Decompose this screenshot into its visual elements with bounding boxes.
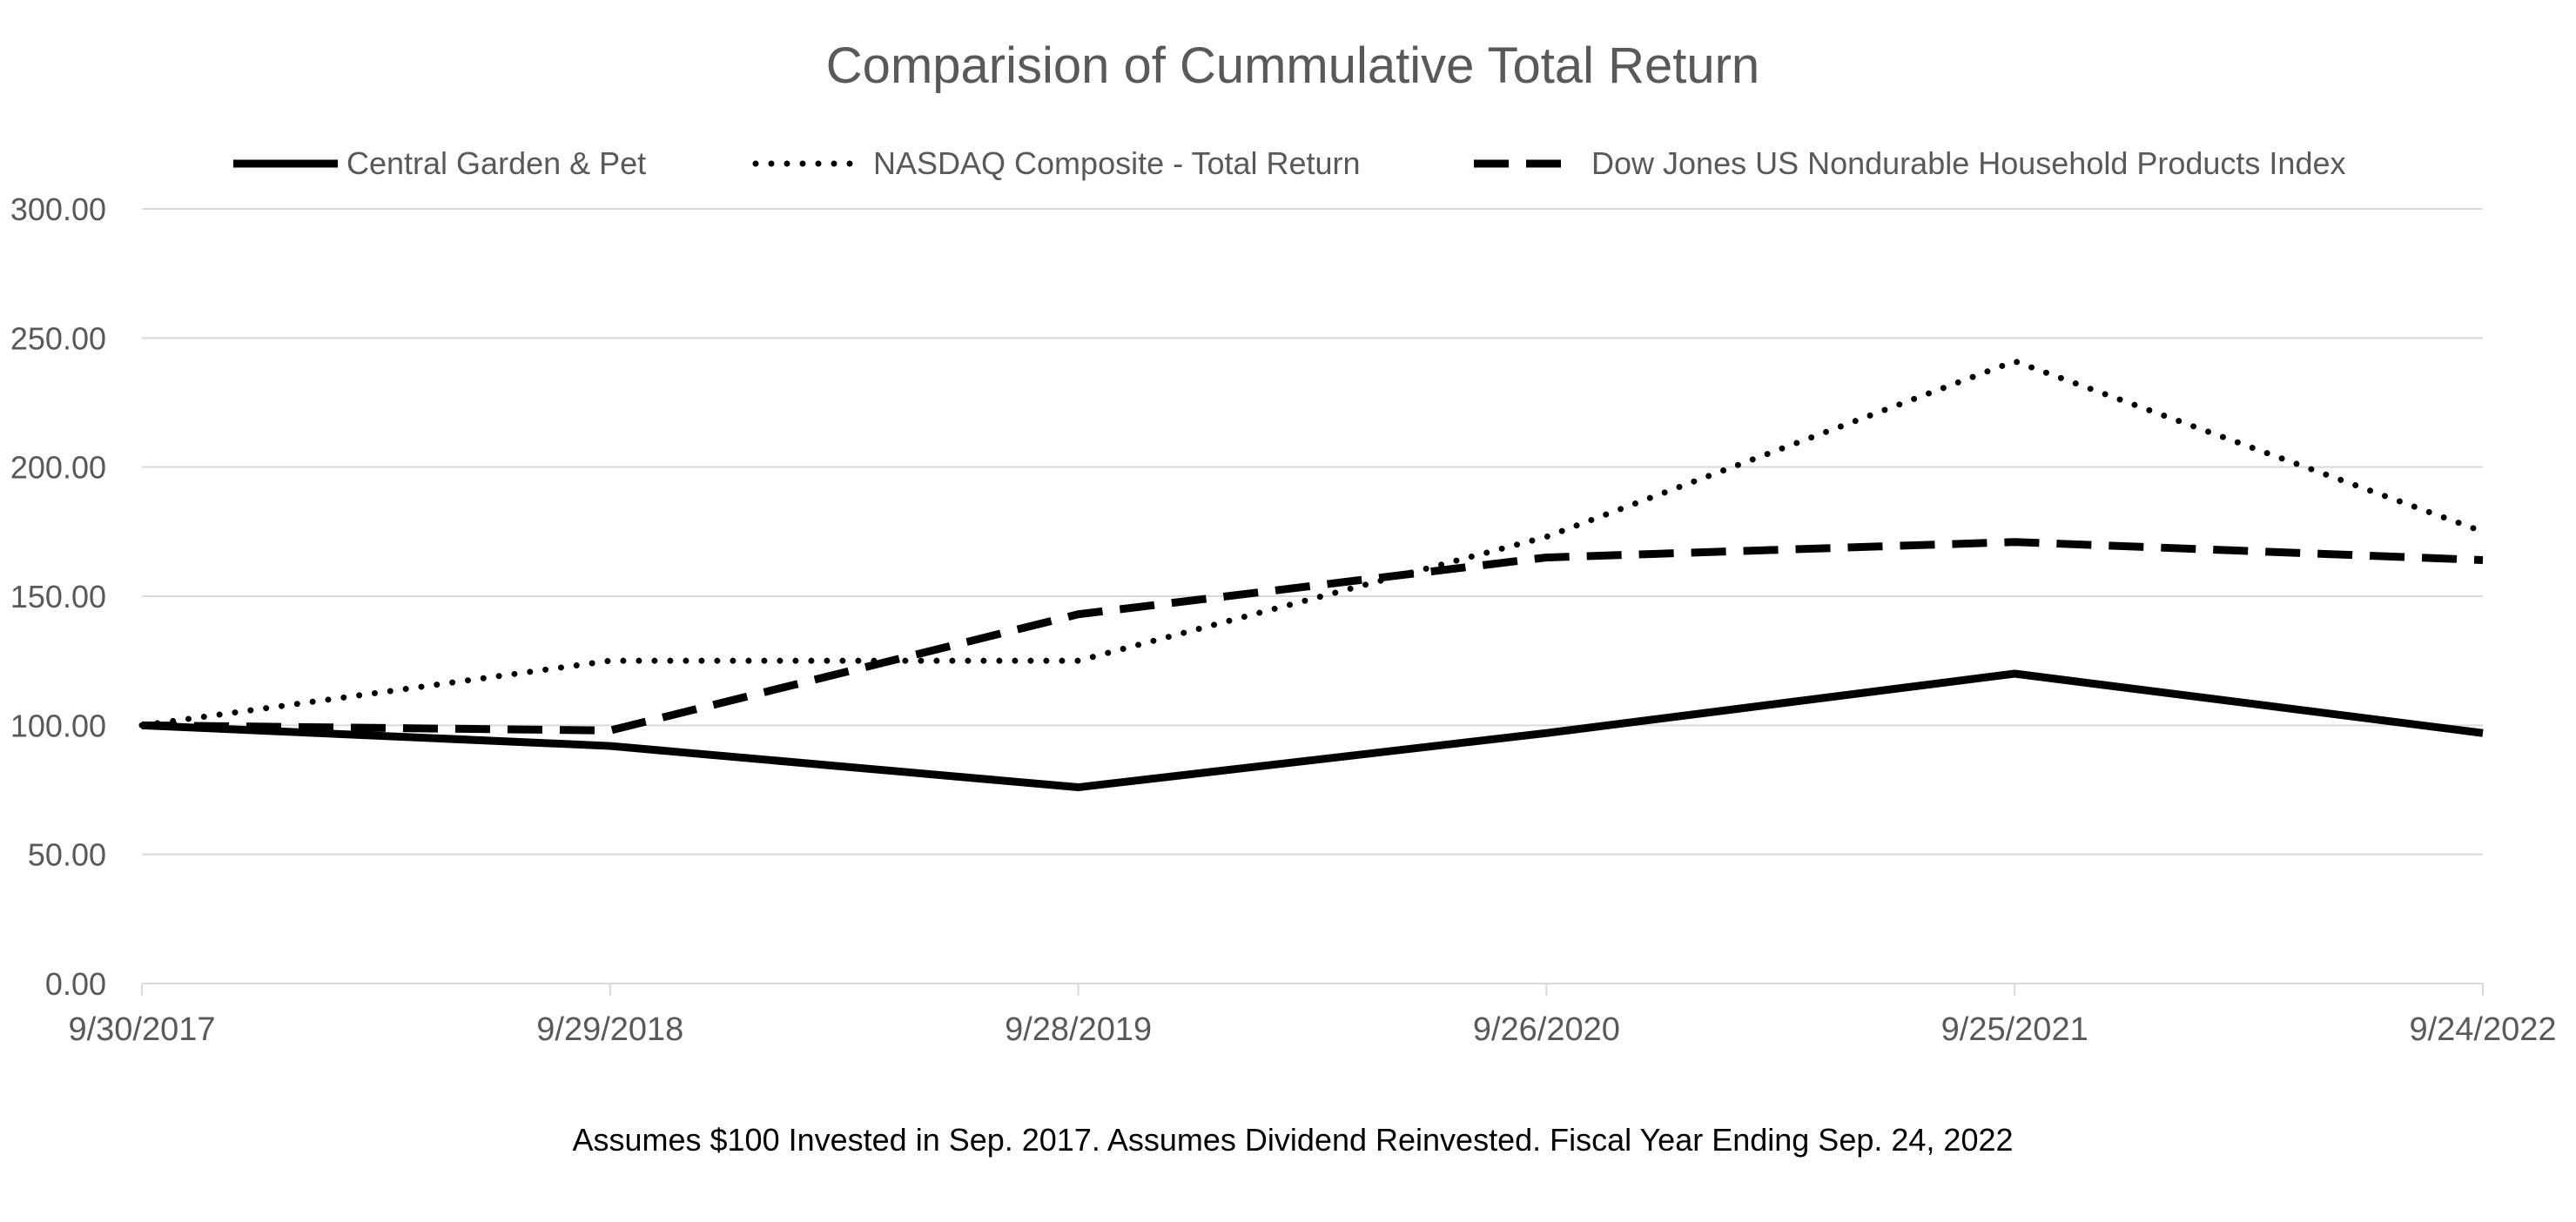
y-tick-label: 50.00 [28,837,106,873]
legend-item: Dow Jones US Nondurable Household Produc… [1474,145,2346,181]
series-line [142,674,2483,788]
legend-label: Dow Jones US Nondurable Household Produc… [1591,145,2346,181]
series-group [142,361,2483,788]
y-axis: 0.00 50.00 100.00 150.00 200.00 250.00 300.00 [10,191,106,1002]
chart-title: Comparision of Cummulative Total Return [826,37,1759,94]
series-1 [142,674,2483,788]
y-tick-label: 150.00 [10,579,106,614]
x-tick-label: 9/24/2022 [2409,1011,2556,1048]
legend-item: NASDAQ Composite - Total Return [756,145,1361,181]
x-tick-label: 9/28/2019 [1005,1011,1152,1048]
y-tick-label: 0.00 [45,966,106,1002]
y-tick-label: 200.00 [10,450,106,486]
legend-label: Central Garden & Pet [346,145,646,181]
x-tick-label: 9/25/2021 [1941,1011,2088,1048]
y-tick-label: 300.00 [10,191,106,227]
x-axis: 9/30/2017 9/29/2018 9/28/2019 9/26/2020 9/25… [68,984,2556,1048]
series-line [142,542,2483,731]
series-3 [142,542,2483,731]
legend: Central Garden & Pet NASDAQ Composite - T… [233,145,2346,181]
x-tick-label: 9/30/2017 [68,1011,215,1048]
y-tick-label: 100.00 [10,708,106,743]
x-tick-label: 9/29/2018 [536,1011,683,1048]
legend-item: Central Garden & Pet [233,145,646,181]
x-tick-label: 9/26/2020 [1473,1011,1620,1048]
y-tick-label: 250.00 [10,320,106,356]
chart-footnote: Assumes $100 Invested in Sep. 2017. Assu… [572,1122,2013,1158]
legend-label: NASDAQ Composite - Total Return [873,145,1361,181]
